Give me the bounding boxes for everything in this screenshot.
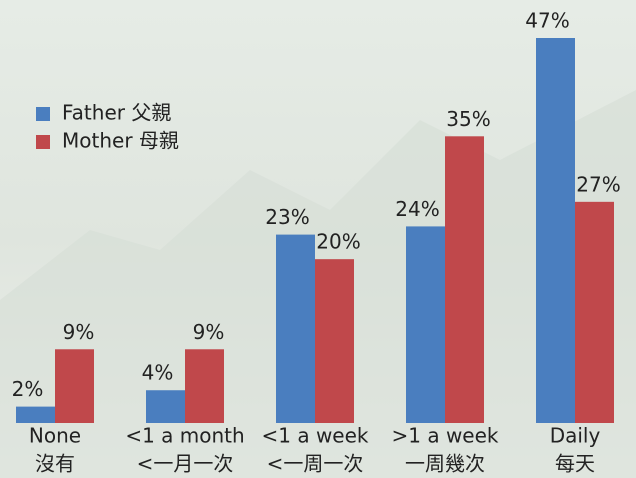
data-label: 9% <box>63 320 95 344</box>
bar <box>536 38 575 423</box>
data-label: 2% <box>12 377 44 401</box>
x-tick-label: 沒有 <box>35 452 75 476</box>
bar <box>55 349 94 423</box>
data-label: 35% <box>446 107 490 131</box>
data-label: 24% <box>395 197 439 221</box>
data-label: 9% <box>193 320 225 344</box>
data-label: 20% <box>316 230 360 254</box>
legend-swatch <box>36 135 50 149</box>
data-label: 27% <box>576 172 620 196</box>
x-tick-label: Daily <box>550 424 601 448</box>
x-tick-label: <一周一次 <box>267 452 364 476</box>
legend-swatch <box>36 107 50 121</box>
bar <box>16 407 55 423</box>
bar <box>315 259 354 423</box>
x-tick-label: <1 a month <box>125 424 244 448</box>
x-tick-label: 每天 <box>555 452 595 476</box>
bar <box>146 390 185 423</box>
legend-label: Mother 母親 <box>62 129 179 153</box>
x-tick-label: <1 a week <box>261 424 368 448</box>
x-tick-label: <一月一次 <box>137 452 234 476</box>
x-tick-label: 一周幾次 <box>405 452 485 476</box>
legend-label: Father 父親 <box>62 101 171 125</box>
x-tick-label: None <box>29 424 81 448</box>
data-label: 4% <box>142 361 174 385</box>
data-label: 23% <box>265 205 309 229</box>
data-label: 47% <box>525 9 569 33</box>
bar <box>185 349 224 423</box>
bar <box>276 235 315 423</box>
chart: 2% 9% None 沒有 4% 9% <1 a month <一月一次 23% 20% <1 a … <box>0 0 636 478</box>
bar <box>445 136 484 423</box>
x-tick-label: >1 a week <box>391 424 498 448</box>
bar <box>406 226 445 423</box>
bar <box>575 202 614 423</box>
